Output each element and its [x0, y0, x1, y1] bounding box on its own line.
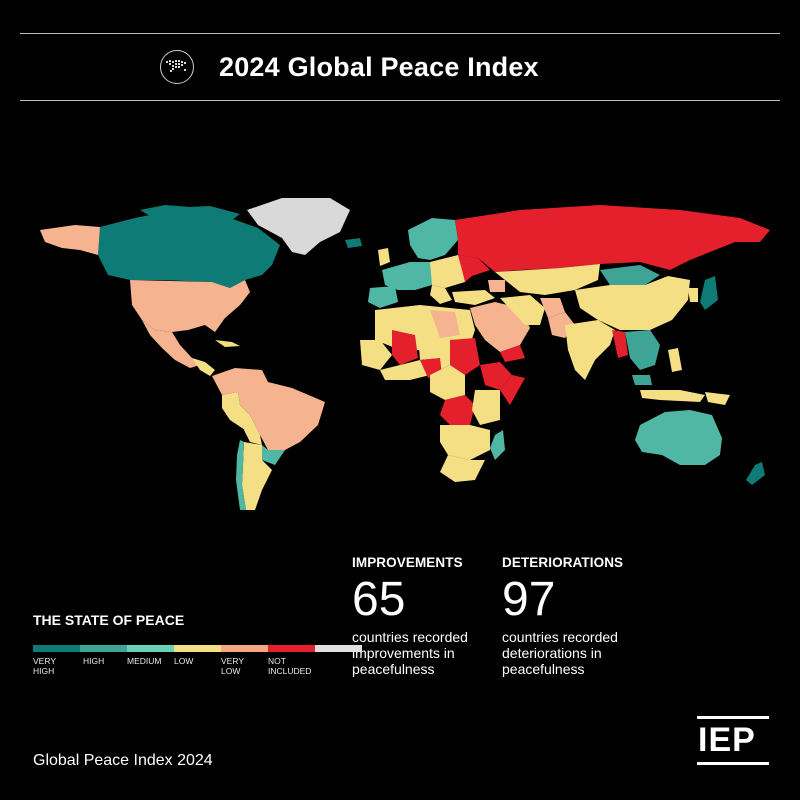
legend-label-very-low: VERY LOW [221, 656, 244, 676]
footer-name: Global Peace Index [33, 752, 173, 769]
region-peru [222, 392, 250, 430]
region-korea [688, 288, 698, 302]
region-iberia [368, 286, 398, 308]
region-central-asia [495, 264, 600, 295]
iep-logo: IEP [697, 716, 769, 765]
deteriorations-description: countries recorded deteriorations in pea… [502, 629, 618, 677]
region-sahel-west [360, 340, 392, 370]
legend-swatch-very-high [33, 645, 80, 652]
legend-swatch-not-included-red [268, 645, 315, 652]
legend-swatch-low [174, 645, 221, 652]
legend-swatch-medium [127, 645, 174, 652]
region-mexico [142, 320, 200, 368]
region-madagascar [490, 430, 505, 460]
region-turkey [452, 290, 495, 305]
region-chad [440, 340, 450, 370]
region-afghanistan [540, 298, 565, 318]
region-south-africa [440, 455, 485, 482]
region-se-asia [625, 330, 660, 370]
region-myanmar [612, 330, 628, 358]
region-paraguay-uruguay [262, 445, 285, 465]
header-bottom-rule [20, 100, 780, 101]
region-iran [500, 295, 545, 325]
region-niger [418, 335, 442, 360]
region-greenland [247, 198, 350, 255]
legend-swatch-very-low [221, 645, 268, 652]
region-arctic-islands [140, 205, 240, 220]
iep-logo-bottom-bar [697, 762, 769, 765]
world-map [40, 198, 770, 510]
region-canada [98, 210, 280, 288]
region-alaska [40, 225, 100, 255]
region-uk [378, 248, 390, 266]
iep-logo-text: IEP [698, 721, 756, 759]
legend-label-very-high: VERY HIGH [33, 656, 56, 676]
region-somalia [500, 375, 525, 405]
region-brazil [238, 382, 325, 450]
region-central-america [192, 358, 215, 376]
iep-logo-top-bar [697, 716, 769, 719]
improvements-description: countries recorded improvements in peace… [352, 629, 468, 677]
region-east-europe [430, 255, 470, 288]
region-indonesia [640, 390, 705, 402]
legend-labels: VERY HIGH HIGH MEDIUM LOW VERY LOW NOT INCL… [33, 656, 333, 686]
improvements-stat: IMPROVEMENTS 65 countries recorded impro… [352, 555, 512, 677]
region-chile [236, 440, 246, 510]
region-japan [700, 276, 718, 310]
deteriorations-value: 97 [502, 573, 556, 626]
legend-label-medium: MEDIUM [127, 656, 162, 666]
region-ethiopia [480, 362, 512, 390]
region-china [575, 276, 690, 330]
region-yemen [500, 345, 525, 362]
region-south-central-africa [440, 425, 490, 460]
legend-swatch-high [80, 645, 127, 652]
footer-title: Global Peace Index 2024 [33, 752, 213, 770]
region-argentina [242, 442, 272, 510]
region-west-europe [382, 262, 440, 290]
region-australia [635, 410, 722, 465]
region-sudan [450, 338, 480, 375]
region-iceland [345, 238, 362, 248]
deteriorations-stat: DETERIORATIONS 97 countries recorded det… [502, 555, 662, 677]
header: 2024 Global Peace Index [0, 34, 800, 100]
legend-label-high: HIGH [83, 656, 105, 666]
page-title: 2024 Global Peace Index [219, 52, 539, 82]
region-middle-east [470, 302, 530, 352]
region-mongolia [600, 265, 660, 285]
region-caucasus [488, 280, 505, 292]
legend-label-low: LOW [174, 656, 194, 666]
region-india [565, 320, 615, 380]
region-mali [392, 330, 418, 365]
region-malaysia [632, 375, 652, 385]
legend-label-not-included: NOT INCLUDED [268, 656, 312, 676]
region-scandinavia [408, 218, 458, 260]
region-russia [455, 205, 770, 272]
region-central-africa [430, 365, 465, 400]
legend-title: THE STATE OF PEACE [33, 612, 185, 628]
region-new-zealand [746, 462, 765, 485]
legend-color-bar [33, 645, 362, 652]
world-map-icon [160, 50, 194, 84]
region-east-africa [472, 390, 500, 425]
legend-swatch-not-included [315, 645, 362, 652]
footer-year: 2024 [177, 752, 213, 769]
improvements-value: 65 [352, 573, 406, 626]
region-libya [430, 310, 460, 338]
region-west-coast [380, 360, 430, 380]
region-bolivia [244, 415, 262, 445]
region-ukraine [458, 255, 490, 282]
deteriorations-heading: DETERIORATIONS [502, 555, 624, 570]
region-usa [130, 280, 250, 332]
region-philippines [668, 348, 682, 372]
header-top-rule [20, 33, 780, 34]
region-png [705, 392, 730, 405]
region-drc [440, 395, 475, 425]
region-balkans [430, 285, 452, 304]
improvements-heading: IMPROVEMENTS [352, 555, 463, 570]
region-cuba [215, 340, 240, 347]
